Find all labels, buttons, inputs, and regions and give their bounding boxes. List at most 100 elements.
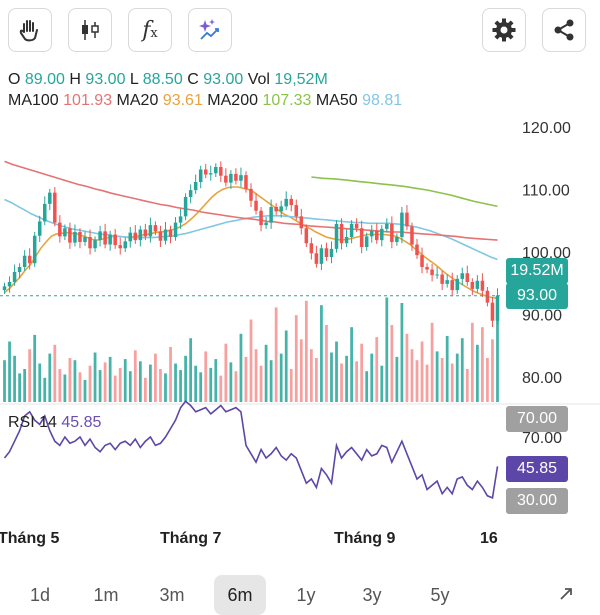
candle-body xyxy=(138,229,143,241)
volume-bar xyxy=(53,344,57,402)
candle-body xyxy=(27,255,32,264)
ma20-value: 93.61 xyxy=(162,92,203,109)
candle-body xyxy=(98,231,102,241)
candle-body xyxy=(289,198,294,206)
volume-bar xyxy=(138,361,142,402)
volume-bar xyxy=(445,336,449,402)
volume-bar xyxy=(385,297,389,402)
expand-icon[interactable] xyxy=(544,575,588,615)
price-tick-label: 110.00 xyxy=(522,183,570,200)
range-3y-button[interactable]: 3y xyxy=(362,585,382,605)
volume-bar xyxy=(8,341,11,402)
volume-bar xyxy=(475,344,479,402)
candle-body xyxy=(68,228,72,243)
month-label-may: Tháng 5 xyxy=(0,530,60,547)
volume-bar xyxy=(169,347,172,402)
volume-bar xyxy=(294,315,298,402)
range-1y-button[interactable]: 1y xyxy=(296,585,316,605)
candle-body xyxy=(88,237,92,249)
candle-body xyxy=(445,280,449,284)
candle-body xyxy=(309,243,314,254)
rsi-label: RSI 14 xyxy=(8,414,57,431)
candle-body xyxy=(208,173,213,175)
volume-bar xyxy=(460,338,464,402)
candle-body xyxy=(440,274,444,284)
volume-bar xyxy=(38,363,42,402)
range-5y-button[interactable]: 5y xyxy=(430,585,450,605)
indicators-button[interactable]: fx xyxy=(128,8,172,52)
candle-body xyxy=(274,207,278,212)
volume-bar xyxy=(315,358,318,402)
high-label: H xyxy=(69,71,81,88)
candle-body xyxy=(485,290,490,303)
candle-body xyxy=(364,236,369,247)
ai-sparkle-icon xyxy=(199,19,219,40)
volume-bar xyxy=(33,334,37,402)
candle-body xyxy=(63,228,67,237)
volume-bar xyxy=(496,295,499,402)
candle-body xyxy=(450,280,454,291)
candle-body xyxy=(168,229,173,237)
candle-body xyxy=(163,229,168,241)
volume-bar xyxy=(330,352,333,402)
ma50-label: MA50 xyxy=(315,92,358,109)
candle-body xyxy=(304,228,309,244)
candle-body xyxy=(193,182,198,191)
range-6m-button[interactable]: 6m xyxy=(214,575,266,615)
candle-body xyxy=(244,175,248,189)
volume-bar xyxy=(304,300,308,402)
month-label-september: Tháng 9 xyxy=(334,530,396,547)
price-axis-ticks: 120.00 110.00 100.00 90.00 80.00 xyxy=(522,120,571,387)
chart-type-button[interactable] xyxy=(68,8,112,52)
candle-body xyxy=(178,216,183,223)
ma100-value: 101.93 xyxy=(63,92,113,109)
low-label: L xyxy=(129,71,139,88)
range-3m-button[interactable]: 3m xyxy=(159,585,185,605)
candle-body xyxy=(470,282,475,289)
candle-body xyxy=(37,221,42,236)
candle-body xyxy=(324,248,329,257)
range-1m-button[interactable]: 1m xyxy=(93,585,119,605)
candle-body xyxy=(53,192,57,223)
gear-icon xyxy=(492,18,516,42)
close-value: 93.00 xyxy=(203,71,244,88)
volume-bar xyxy=(189,338,193,402)
volume-bar xyxy=(13,355,16,402)
candle-body xyxy=(188,190,193,197)
volume-label: Vol xyxy=(247,71,270,88)
candle-body xyxy=(203,169,208,175)
candle-body xyxy=(2,286,7,291)
volume-bar xyxy=(450,363,454,402)
open-label: O xyxy=(8,71,21,88)
candle-body xyxy=(198,169,203,182)
volume-bar xyxy=(184,355,187,402)
candle-body xyxy=(249,188,253,201)
range-1d-button[interactable]: 1d xyxy=(29,585,51,605)
price-chart[interactable]: 120.00 110.00 100.00 90.00 80.00 xyxy=(0,0,600,560)
share-icon xyxy=(554,19,574,41)
range-selector: 1d 1m 3m 6m 1y 3y 5y xyxy=(0,575,600,615)
candle-body xyxy=(390,223,394,242)
ma-line-ma200 xyxy=(311,176,498,208)
volume-bar xyxy=(370,353,374,402)
volume-bar xyxy=(360,343,364,402)
drawing-tools-button[interactable] xyxy=(8,8,52,52)
share-button[interactable] xyxy=(542,8,586,52)
candle-body xyxy=(143,229,148,237)
volume-bar xyxy=(481,327,484,402)
volume-bar xyxy=(430,322,434,402)
candle-body xyxy=(148,225,153,237)
candle-body xyxy=(460,273,465,279)
volume-bar xyxy=(415,360,419,402)
high-value: 93.00 xyxy=(85,71,126,88)
candle-body xyxy=(415,244,419,256)
ai-assist-button[interactable] xyxy=(188,8,232,52)
volume-bar xyxy=(269,360,273,402)
ma20-label: MA20 xyxy=(116,92,159,109)
day-label-16: 16 xyxy=(480,530,498,547)
candle-body xyxy=(349,223,354,237)
settings-button[interactable] xyxy=(482,8,526,52)
rsi-line xyxy=(3,400,499,500)
volume-bar xyxy=(340,363,343,402)
candle-body xyxy=(284,198,288,207)
